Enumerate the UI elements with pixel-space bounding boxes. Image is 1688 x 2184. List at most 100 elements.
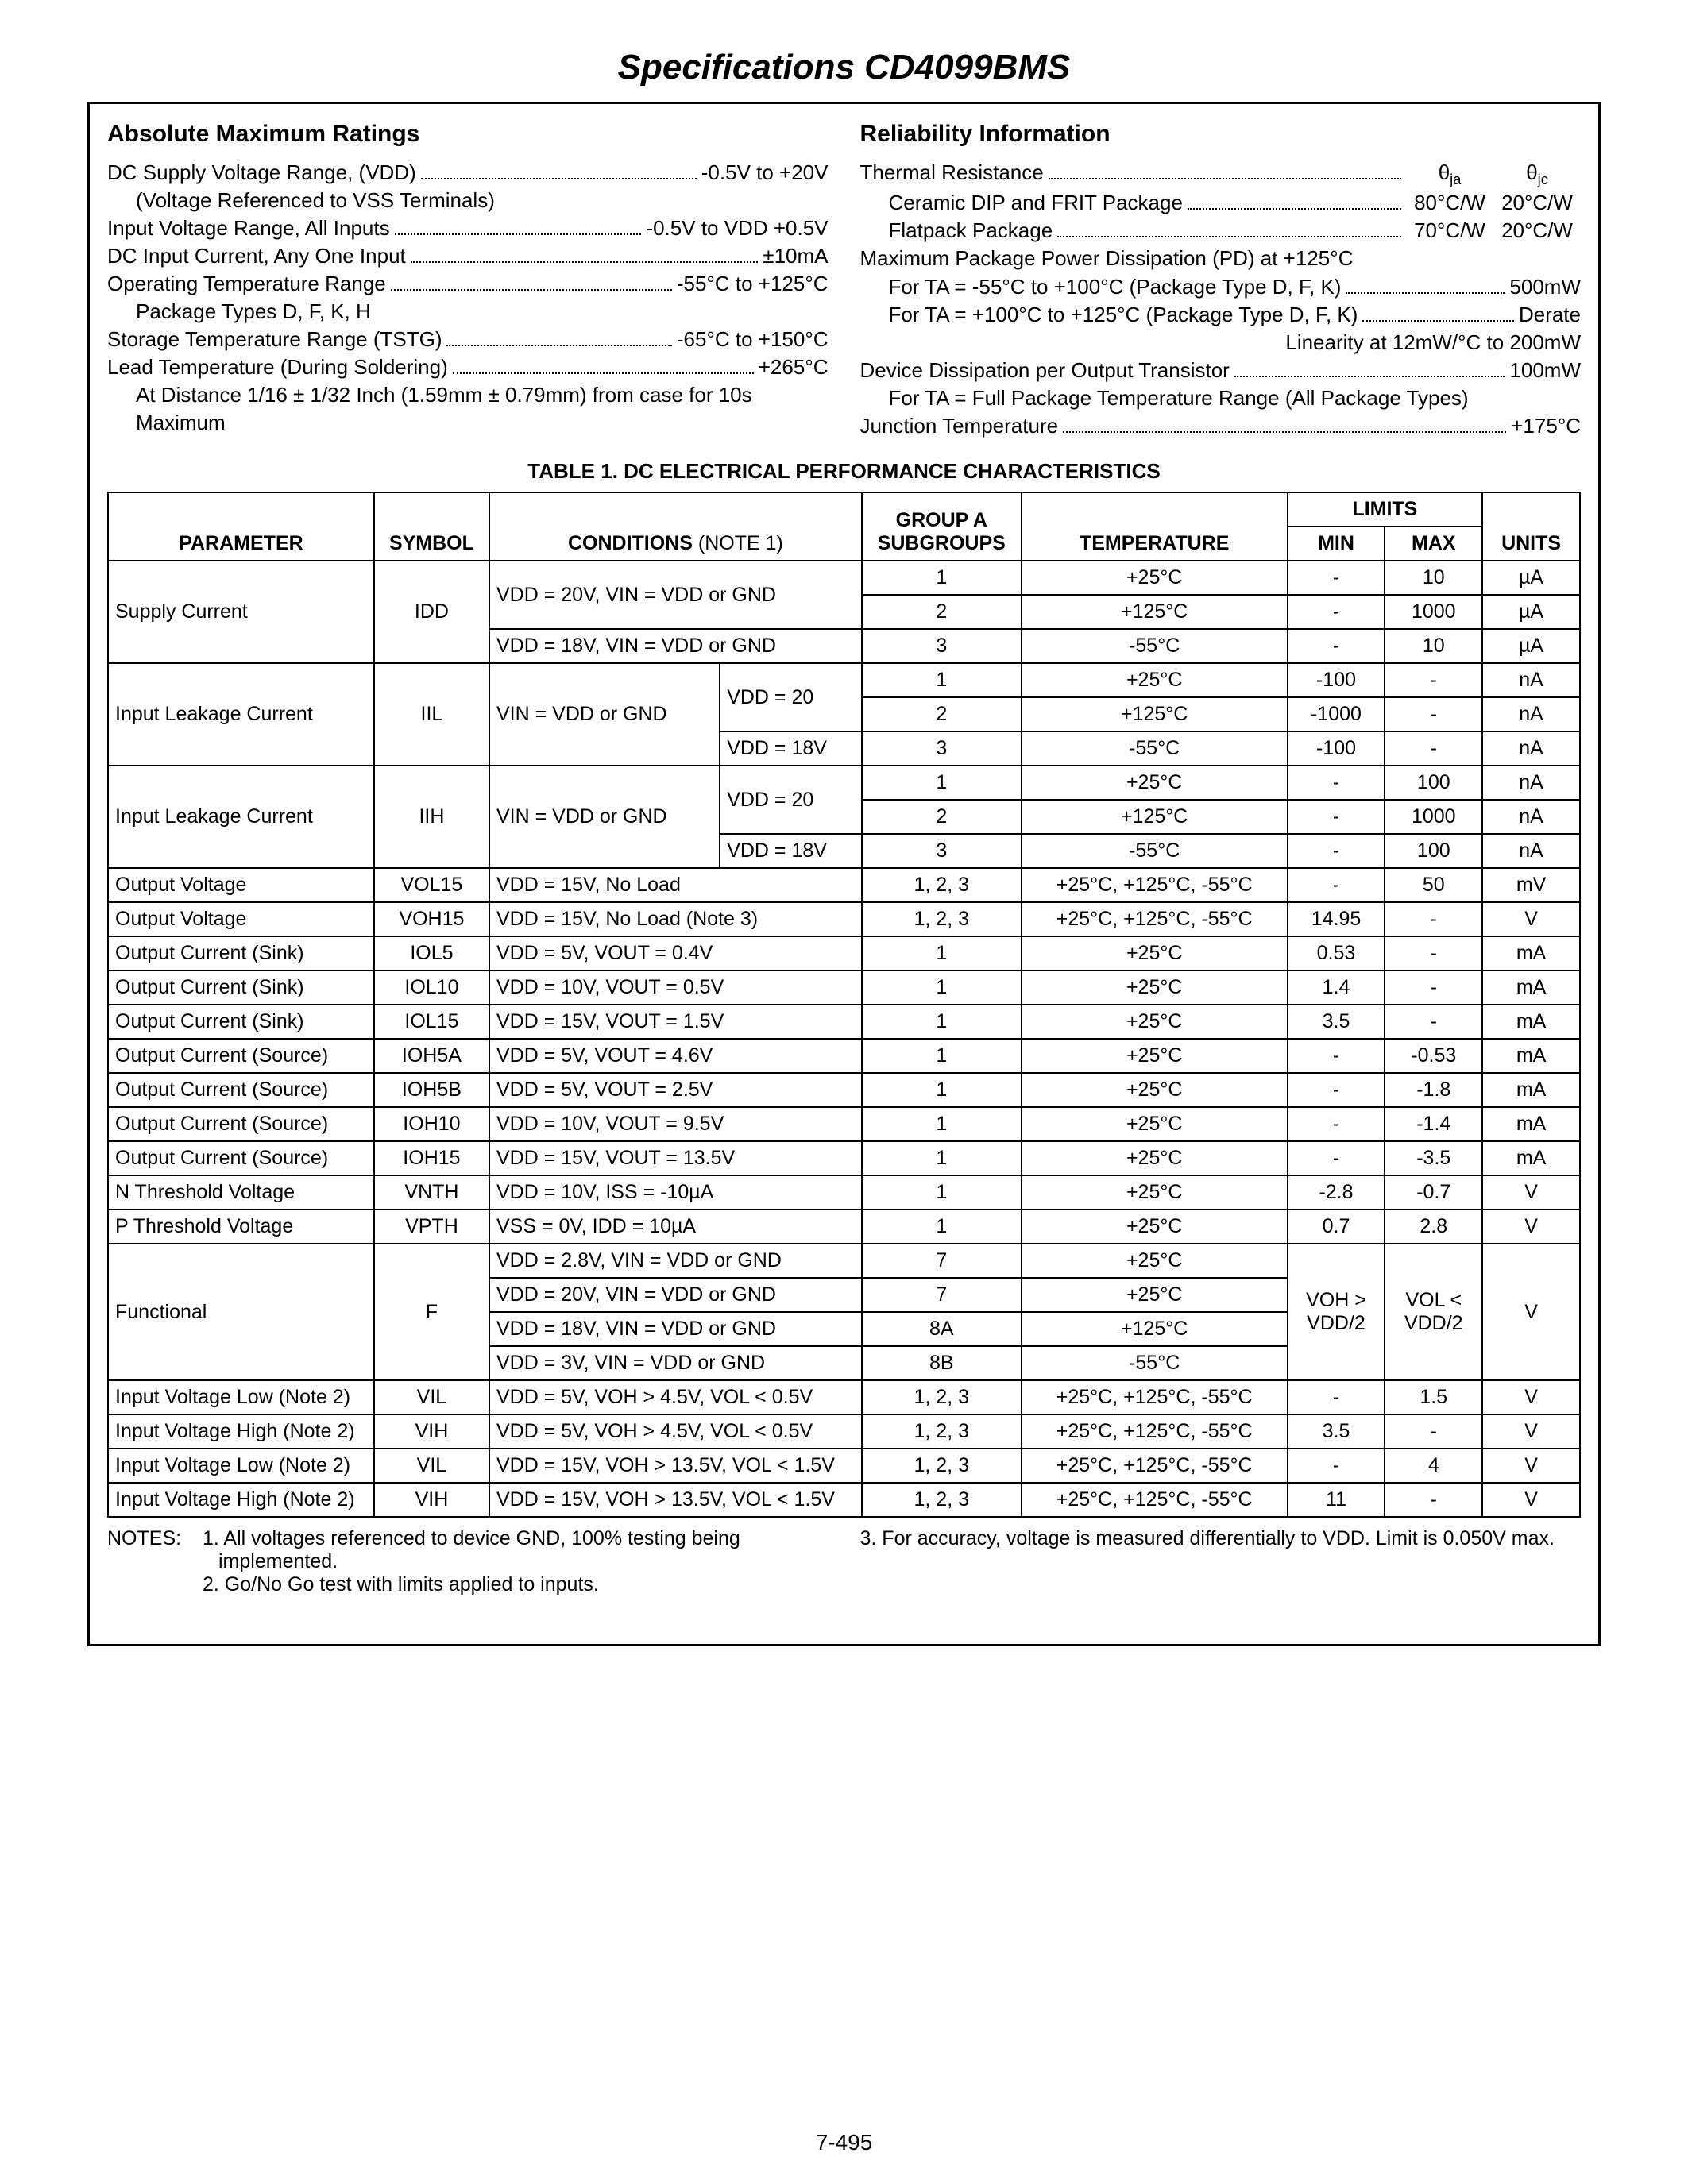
th-min: MIN xyxy=(1288,527,1385,561)
abs-item-label: Operating Temperature Range xyxy=(107,270,386,298)
junction-label: Junction Temperature xyxy=(860,412,1059,440)
cell-group: 2 xyxy=(862,697,1022,731)
table-caption: TABLE 1. DC ELECTRICAL PERFORMANCE CHARA… xyxy=(107,459,1581,484)
cell-max: 50 xyxy=(1385,868,1482,902)
cell-units: nA xyxy=(1482,800,1580,834)
cell-min: -2.8 xyxy=(1288,1175,1385,1210)
th-conditions: CONDITIONS (NOTE 1) xyxy=(489,492,862,561)
theta-ja-header: θja xyxy=(1406,159,1493,190)
cell-max: 10 xyxy=(1385,561,1482,595)
abs-item-label: DC Supply Voltage Range, (VDD) xyxy=(107,159,416,187)
cell-parameter: Output Current (Source) xyxy=(108,1039,374,1073)
cell-conditions: VDD = 5V, VOUT = 0.4V xyxy=(489,936,862,970)
cell-group: 1 xyxy=(862,1039,1022,1073)
cell-units: V xyxy=(1482,1449,1580,1483)
thermal-ja: 70°C/W xyxy=(1406,217,1493,245)
note-2: 2. Go/No Go test with limits applied to … xyxy=(203,1573,829,1596)
th-group: GROUP A SUBGROUPS xyxy=(862,492,1022,561)
pd-row: For TA = -55°C to +100°C (Package Type D… xyxy=(860,273,1582,301)
thermal-row: Ceramic DIP and FRIT Package80°C/W20°C/W xyxy=(860,189,1582,217)
cell-temperature: +25°C xyxy=(1022,1039,1288,1073)
cell-parameter: N Threshold Voltage xyxy=(108,1175,374,1210)
pd-row-label: For TA = +100°C to +125°C (Package Type … xyxy=(889,301,1358,329)
table-row: Input Voltage High (Note 2)VIHVDD = 5V, … xyxy=(108,1414,1580,1449)
thermal-jc: 20°C/W xyxy=(1493,189,1581,217)
cell-symbol: IIH xyxy=(374,766,489,868)
dev-diss-sub: For TA = Full Package Temperature Range … xyxy=(860,384,1582,412)
cell-temperature: +25°C xyxy=(1022,766,1288,800)
pd-row-value: 500mW xyxy=(1509,273,1581,301)
cell-symbol: IOL10 xyxy=(374,970,489,1005)
cell-symbol: VPTH xyxy=(374,1210,489,1244)
abs-item: Input Voltage Range, All Inputs-0.5V to … xyxy=(107,214,829,242)
absolute-maximum-ratings: Absolute Maximum Ratings DC Supply Volta… xyxy=(107,118,829,440)
cell-min: - xyxy=(1288,834,1385,868)
cell-max: -1.4 xyxy=(1385,1107,1482,1141)
cell-temperature: +125°C xyxy=(1022,1312,1288,1346)
table-row: Supply CurrentIDDVDD = 20V, VIN = VDD or… xyxy=(108,561,1580,595)
linearity: Linearity at 12mW/°C to 200mW xyxy=(860,329,1582,357)
cell-max: - xyxy=(1385,1005,1482,1039)
cell-parameter: Input Voltage High (Note 2) xyxy=(108,1414,374,1449)
cell-conditions: VDD = 5V, VOH > 4.5V, VOL < 0.5V xyxy=(489,1414,862,1449)
cell-max: 10 xyxy=(1385,629,1482,663)
cell-parameter: Input Leakage Current xyxy=(108,766,374,868)
cell-conditions: VDD = 18V, VIN = VDD or GND xyxy=(489,1312,862,1346)
cell-group: 1 xyxy=(862,1073,1022,1107)
dev-diss-value: 100mW xyxy=(1509,357,1581,384)
th-temperature: TEMPERATURE xyxy=(1022,492,1288,561)
cell-temperature: +25°C xyxy=(1022,1073,1288,1107)
cell-min: 14.95 xyxy=(1288,902,1385,936)
table-row: Output Current (Source)IOH15VDD = 15V, V… xyxy=(108,1141,1580,1175)
cell-units: V xyxy=(1482,1483,1580,1517)
cell-parameter: Supply Current xyxy=(108,561,374,663)
cell-conditions: VDD = 18V, VIN = VDD or GND xyxy=(489,629,862,663)
cell-temperature: -55°C xyxy=(1022,834,1288,868)
cell-min: 3.5 xyxy=(1288,1005,1385,1039)
cell-parameter: Output Current (Sink) xyxy=(108,970,374,1005)
cell-symbol: VIL xyxy=(374,1449,489,1483)
cell-units: µA xyxy=(1482,561,1580,595)
cell-max: -0.53 xyxy=(1385,1039,1482,1073)
cell-max: - xyxy=(1385,902,1482,936)
pd-row: For TA = +100°C to +125°C (Package Type … xyxy=(860,301,1582,329)
cell-parameter: Input Voltage High (Note 2) xyxy=(108,1483,374,1517)
cell-conditions-2: VDD = 18V xyxy=(720,731,862,766)
cell-min: 3.5 xyxy=(1288,1414,1385,1449)
cell-conditions: VIN = VDD or GND xyxy=(489,663,720,766)
abs-item: Lead Temperature (During Soldering)+265°… xyxy=(107,353,829,381)
cell-min: -100 xyxy=(1288,731,1385,766)
cell-group: 2 xyxy=(862,800,1022,834)
cell-units: mA xyxy=(1482,1141,1580,1175)
cell-symbol: IOH5A xyxy=(374,1039,489,1073)
page-number: 7-495 xyxy=(0,2130,1688,2155)
cell-parameter: Output Current (Sink) xyxy=(108,1005,374,1039)
cell-min: - xyxy=(1288,800,1385,834)
table-row: Output Current (Source)IOH10VDD = 10V, V… xyxy=(108,1107,1580,1141)
abs-item: Operating Temperature Range-55°C to +125… xyxy=(107,270,829,298)
cell-units: V xyxy=(1482,1414,1580,1449)
cell-temperature: +25°C xyxy=(1022,1278,1288,1312)
pd-row-label: For TA = -55°C to +100°C (Package Type D… xyxy=(889,273,1342,301)
cell-parameter: Output Current (Source) xyxy=(108,1141,374,1175)
cell-units: mA xyxy=(1482,970,1580,1005)
cell-min: - xyxy=(1288,595,1385,629)
abs-item-label: DC Input Current, Any One Input xyxy=(107,242,406,270)
cell-temperature: +25°C xyxy=(1022,1005,1288,1039)
cell-units: nA xyxy=(1482,731,1580,766)
cell-group: 1 xyxy=(862,766,1022,800)
cell-group: 1 xyxy=(862,1141,1022,1175)
cell-min: 0.53 xyxy=(1288,936,1385,970)
cell-min: -1000 xyxy=(1288,697,1385,731)
cell-temperature: +125°C xyxy=(1022,697,1288,731)
cell-temperature: -55°C xyxy=(1022,1346,1288,1380)
cell-parameter: P Threshold Voltage xyxy=(108,1210,374,1244)
abs-item-sub: (Voltage Referenced to VSS Terminals) xyxy=(107,187,829,214)
cell-symbol: VOL15 xyxy=(374,868,489,902)
th-units: UNITS xyxy=(1482,492,1580,561)
table-row: Input Voltage Low (Note 2)VILVDD = 5V, V… xyxy=(108,1380,1580,1414)
thermal-row: Flatpack Package70°C/W20°C/W xyxy=(860,217,1582,245)
cell-max: - xyxy=(1385,663,1482,697)
cell-symbol: F xyxy=(374,1244,489,1380)
cell-conditions: VDD = 15V, No Load xyxy=(489,868,862,902)
